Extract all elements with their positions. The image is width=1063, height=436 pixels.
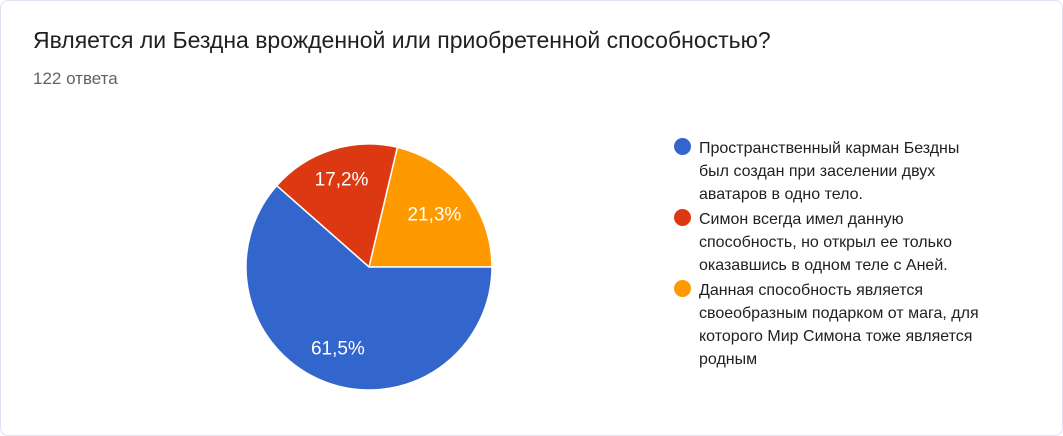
svg-text:17,2%: 17,2%: [315, 170, 369, 191]
svg-text:61,5%: 61,5%: [311, 338, 365, 359]
svg-text:21,3%: 21,3%: [407, 204, 461, 225]
